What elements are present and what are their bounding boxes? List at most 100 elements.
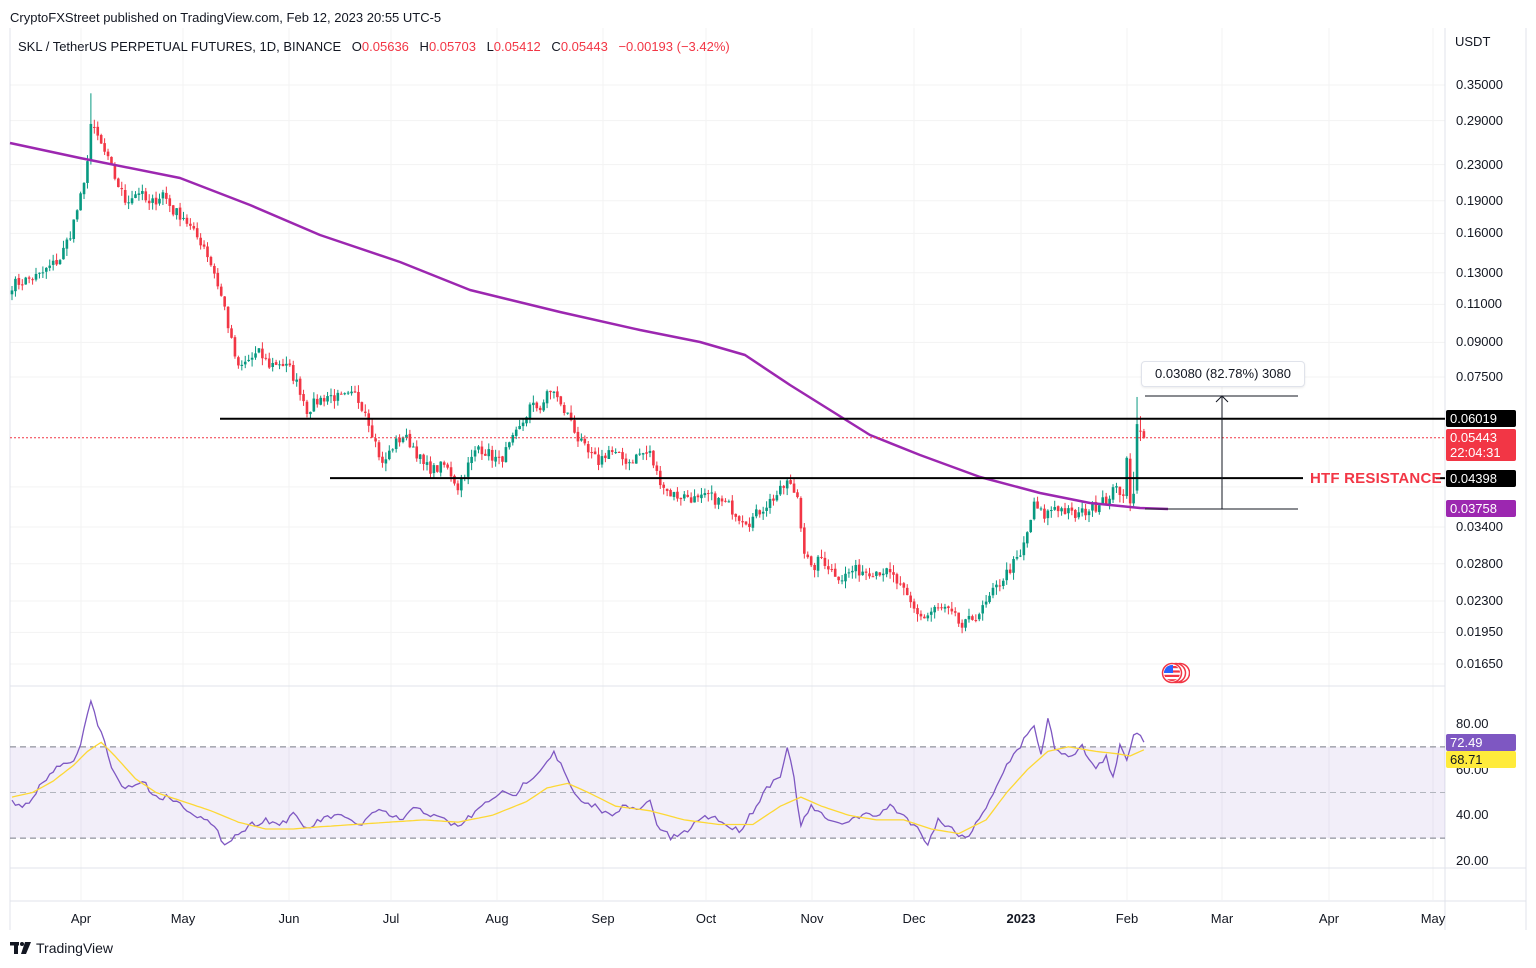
time-tick-label: Apr xyxy=(1318,911,1340,926)
symbol-title[interactable]: SKL / TetherUS PERPETUAL FUTURES, 1D, BI… xyxy=(18,39,342,54)
candle-body xyxy=(1025,532,1029,544)
candle-body xyxy=(864,571,868,573)
candle-body xyxy=(137,193,141,195)
candle-body xyxy=(765,507,768,511)
symbol-legend: SKL / TetherUS PERPETUAL FUTURES, 1D, BI… xyxy=(18,39,730,54)
candle-body xyxy=(123,190,127,203)
candle-body xyxy=(113,164,117,179)
candle-body xyxy=(912,601,916,609)
candle-body xyxy=(1001,580,1005,586)
candle-body xyxy=(1108,498,1111,505)
candle-body xyxy=(854,565,858,572)
candle-body xyxy=(41,272,45,274)
candle-body xyxy=(31,279,34,281)
candle-body xyxy=(960,622,964,628)
time-tick-label: Oct xyxy=(695,911,717,926)
candle-body xyxy=(237,357,240,366)
price-range-measure-label[interactable]: 0.03080 (82.78%) 3080 xyxy=(1141,361,1305,387)
candle-body xyxy=(89,123,93,161)
candle-body xyxy=(576,431,580,442)
candle-body xyxy=(1128,458,1132,504)
candle-body xyxy=(106,151,110,157)
candle-body xyxy=(425,462,429,465)
candle-body xyxy=(1008,569,1012,573)
candle-body xyxy=(254,353,257,358)
candle-body xyxy=(761,511,765,514)
candle-body xyxy=(429,461,432,474)
candle-body xyxy=(93,126,96,128)
candle-body xyxy=(741,521,744,523)
price-tick-label: 0.16000 xyxy=(1456,225,1503,241)
candle-body xyxy=(806,554,810,558)
candle-body xyxy=(1111,487,1115,500)
time-tick-label: Nov xyxy=(800,911,824,926)
resistance-price-tag: 0.06019 xyxy=(1446,410,1516,427)
candle-body xyxy=(1077,512,1081,518)
candle-body xyxy=(950,608,954,612)
time-tick-label: May xyxy=(1420,911,1446,926)
candle-body xyxy=(267,358,271,368)
candle-body xyxy=(322,398,326,402)
candle-body xyxy=(1046,510,1050,519)
candle-body xyxy=(65,239,69,249)
candle-body xyxy=(669,490,672,497)
candle-body xyxy=(319,397,322,405)
candle-body xyxy=(490,449,494,461)
candle-body xyxy=(929,611,933,615)
price-unit-label: USDT xyxy=(1455,34,1491,49)
candle-body xyxy=(233,337,237,357)
candle-body xyxy=(933,606,936,613)
candle-body xyxy=(363,411,367,413)
candle-body xyxy=(744,521,748,525)
candle-body xyxy=(48,265,52,268)
candle-body xyxy=(559,396,563,405)
candle-body xyxy=(974,620,978,622)
tradingview-logo-icon xyxy=(10,942,31,954)
price-tick-label: 0.03400 xyxy=(1456,518,1503,534)
price-tick-label: 0.19000 xyxy=(1456,192,1503,208)
candle-body xyxy=(1029,519,1033,533)
time-tick-label: Dec xyxy=(902,911,926,926)
open-value: 0.05636 xyxy=(361,39,409,54)
candle-body xyxy=(312,398,316,412)
candle-body xyxy=(1139,430,1142,432)
candle-body xyxy=(706,493,710,495)
candle-body xyxy=(820,556,823,558)
candle-body xyxy=(158,198,161,204)
candle-body xyxy=(14,278,17,292)
tradingview-logo[interactable]: TradingView xyxy=(10,940,113,956)
candle-body xyxy=(895,574,899,584)
candle-body xyxy=(82,182,86,195)
candle-body xyxy=(624,458,628,464)
candle-body xyxy=(724,500,727,502)
candle-body xyxy=(514,429,518,436)
candle-body xyxy=(1122,494,1125,496)
high-value: 0.05703 xyxy=(428,39,476,54)
candle-body xyxy=(189,223,192,226)
candle-body xyxy=(1094,501,1098,512)
candle-body xyxy=(171,205,175,215)
candle-body xyxy=(648,450,652,453)
htf-resistance-label[interactable]: HTF RESISTANCE xyxy=(1310,470,1442,487)
candle-body xyxy=(816,556,820,571)
candle-body xyxy=(751,516,755,528)
candle-body xyxy=(103,143,106,152)
candle-body xyxy=(55,259,58,265)
us-economic-event-icon[interactable] xyxy=(1160,661,1191,685)
candle-body xyxy=(357,391,360,403)
candle-body xyxy=(703,493,707,496)
candle-body xyxy=(940,607,943,609)
candle-body xyxy=(134,194,137,198)
candle-body xyxy=(662,484,665,488)
candle-body xyxy=(192,226,196,229)
candle-body xyxy=(545,391,549,404)
candle-body xyxy=(185,217,189,224)
time-tick-label: Aug xyxy=(485,911,509,926)
price-tick-label: 0.13000 xyxy=(1456,264,1503,280)
candle-body xyxy=(346,392,350,394)
candle-body xyxy=(521,422,525,427)
candle-body xyxy=(285,363,288,366)
candle-body xyxy=(573,420,576,433)
price-tick-label: 0.23000 xyxy=(1456,156,1503,172)
